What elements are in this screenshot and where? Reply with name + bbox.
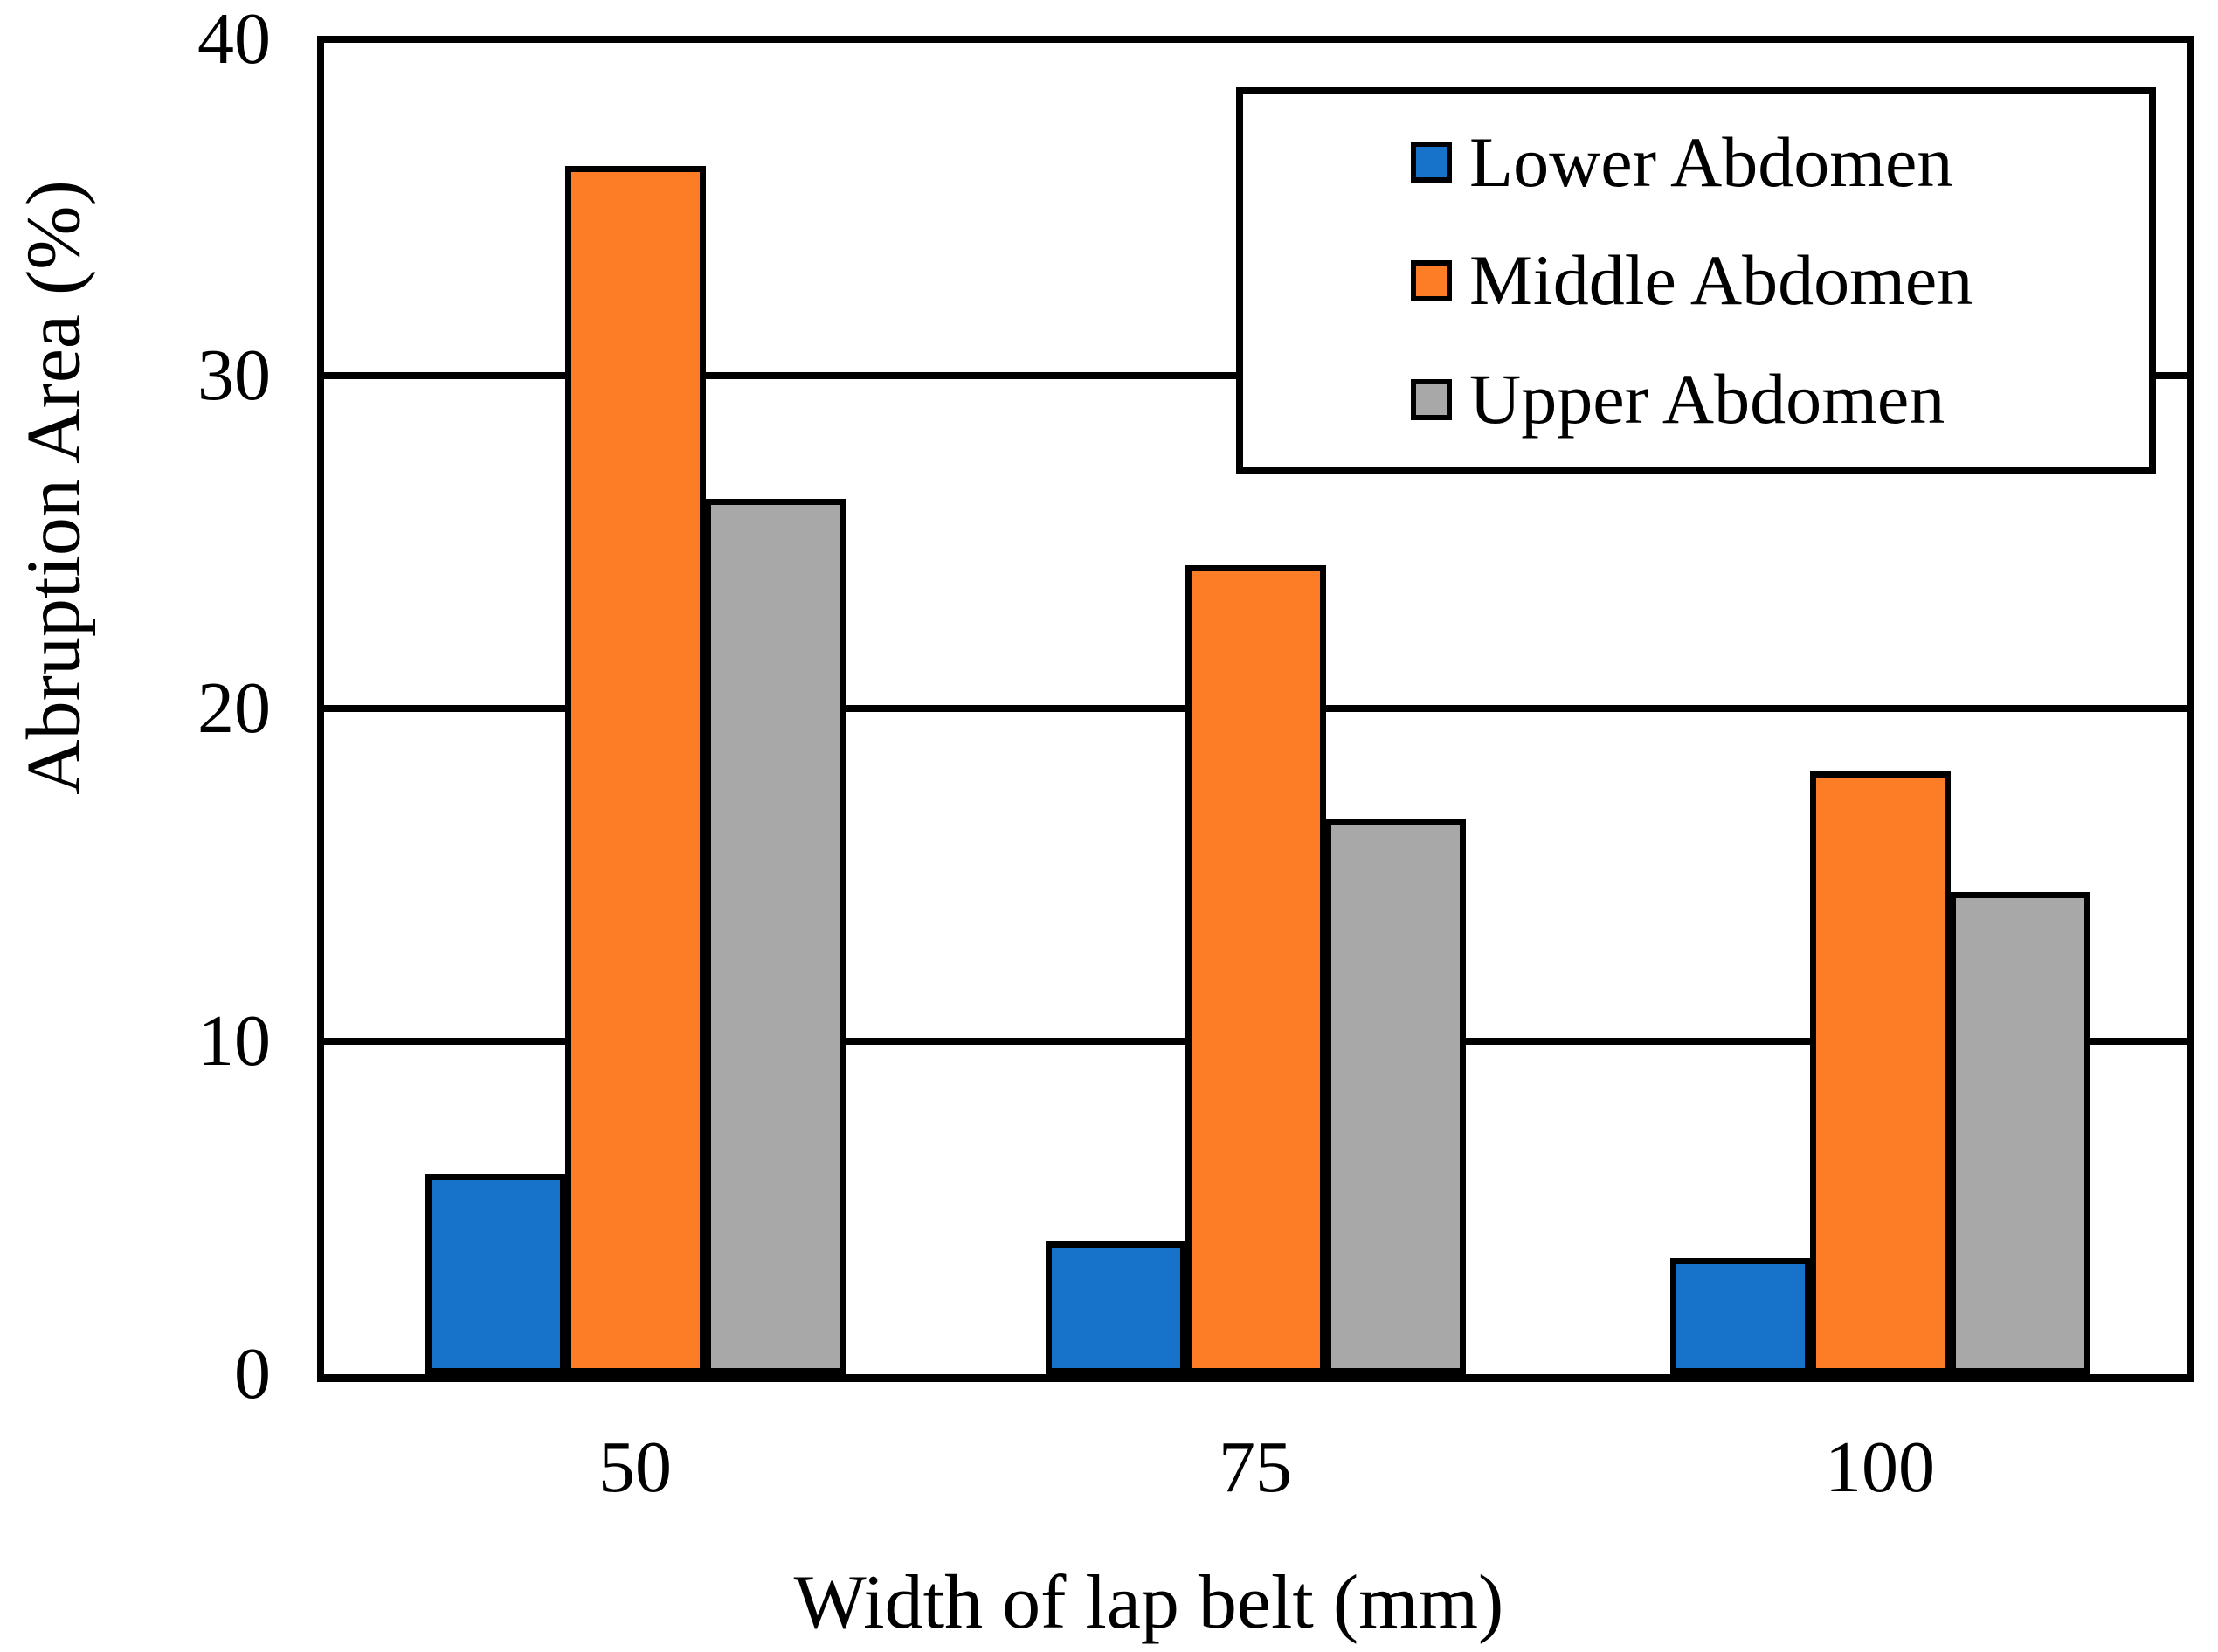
y-tick-label-40: 40 (197, 0, 271, 79)
legend-swatch-upper-abdomen (1411, 378, 1452, 420)
y-tick-label-20: 20 (197, 667, 271, 749)
y-tick-label-30: 30 (197, 335, 271, 416)
legend-row-middle-abdomen: Middle Abdomen (1411, 245, 2149, 316)
bar-middle-abdomen-50 (565, 166, 706, 1374)
x-tick-label-100: 100 (1825, 1427, 1935, 1508)
legend-swatch-lower-abdomen (1411, 142, 1452, 183)
y-tick-label-10: 10 (197, 1000, 271, 1082)
bar-upper-abdomen-100 (1950, 892, 2090, 1374)
legend-row-upper-abdomen: Upper Abdomen (1411, 363, 2149, 435)
legend-swatch-middle-abdomen (1411, 259, 1452, 301)
legend-label-middle-abdomen: Middle Abdomen (1469, 240, 1973, 321)
x-axis-title: Width of lap belt (mm) (793, 1560, 1504, 1645)
legend-label-upper-abdomen: Upper Abdomen (1469, 359, 1945, 439)
bar-lower-abdomen-100 (1670, 1258, 1811, 1374)
y-tick-label-0: 0 (234, 1333, 271, 1414)
bar-upper-abdomen-75 (1325, 819, 1466, 1374)
legend-label-lower-abdomen: Lower Abdomen (1469, 121, 1953, 202)
legend: Lower Abdomen Middle Abdomen Upper Abdomen (1236, 87, 2156, 474)
x-tick-label-75: 75 (1219, 1427, 1292, 1508)
bar-lower-abdomen-50 (425, 1174, 566, 1374)
bar-middle-abdomen-100 (1810, 771, 1951, 1374)
legend-row-lower-abdomen: Lower Abdomen (1411, 121, 2149, 202)
bar-lower-abdomen-75 (1046, 1241, 1186, 1374)
bar-upper-abdomen-50 (705, 499, 846, 1374)
x-tick-label-50: 50 (598, 1427, 672, 1508)
bar-middle-abdomen-75 (1185, 565, 1326, 1374)
